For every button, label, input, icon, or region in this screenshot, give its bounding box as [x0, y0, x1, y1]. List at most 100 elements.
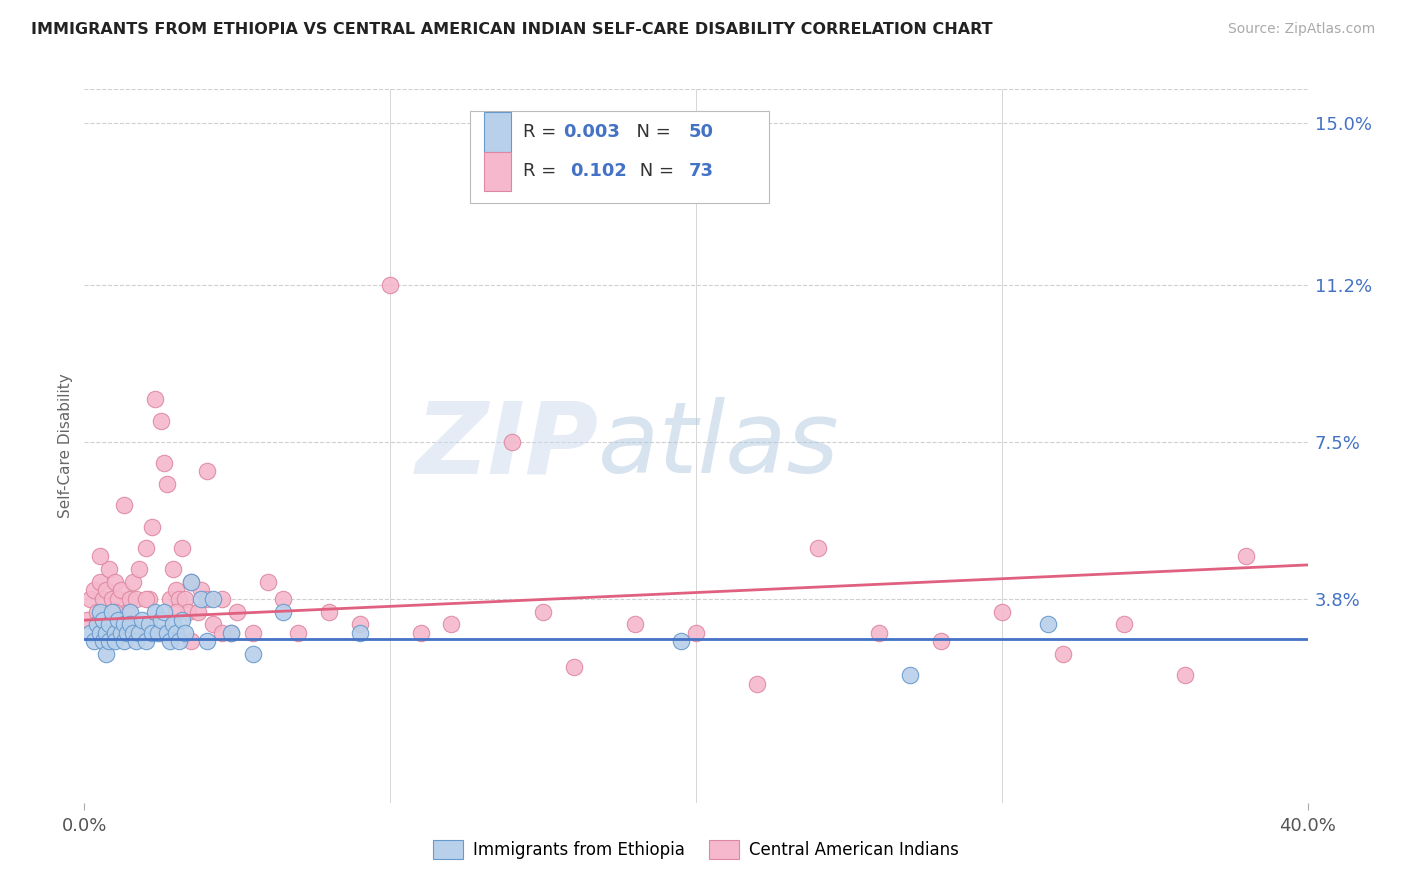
Point — [349, 617, 371, 632]
Point — [440, 617, 463, 632]
Point — [107, 613, 129, 627]
Point — [120, 617, 142, 632]
Point — [1052, 647, 1074, 661]
Point — [409, 626, 432, 640]
Point — [167, 634, 190, 648]
Point — [149, 626, 172, 640]
Point — [156, 626, 179, 640]
Point — [104, 574, 127, 589]
Point — [79, 591, 101, 606]
Point — [97, 617, 120, 632]
Point — [94, 583, 117, 598]
Point — [128, 626, 150, 640]
Text: N =: N = — [634, 162, 679, 180]
Point — [195, 634, 218, 648]
Point — [86, 617, 108, 632]
Text: R =: R = — [523, 162, 568, 180]
Point — [172, 541, 194, 555]
Point — [219, 626, 242, 640]
Point — [153, 456, 176, 470]
Point — [211, 591, 233, 606]
Point — [190, 591, 212, 606]
Point — [531, 605, 554, 619]
Point — [120, 605, 142, 619]
Point — [201, 617, 224, 632]
Point — [226, 605, 249, 619]
Point — [1174, 668, 1197, 682]
Point — [153, 605, 176, 619]
Y-axis label: Self-Care Disability: Self-Care Disability — [58, 374, 73, 518]
Text: ZIP: ZIP — [415, 398, 598, 494]
Point — [138, 617, 160, 632]
Point — [1036, 617, 1059, 632]
Point — [180, 574, 202, 589]
Point — [110, 583, 132, 598]
Point — [107, 591, 129, 606]
Point — [101, 591, 124, 606]
Point — [76, 613, 98, 627]
Point — [89, 626, 111, 640]
Point — [89, 549, 111, 564]
Point — [138, 591, 160, 606]
Point — [89, 605, 111, 619]
Text: 50: 50 — [689, 123, 714, 141]
Point — [562, 660, 585, 674]
Point — [159, 591, 181, 606]
Text: Source: ZipAtlas.com: Source: ZipAtlas.com — [1227, 22, 1375, 37]
Point — [287, 626, 309, 640]
Point — [165, 605, 187, 619]
Point — [172, 613, 194, 627]
Point — [219, 626, 242, 640]
Point — [91, 591, 114, 606]
Point — [190, 583, 212, 598]
Text: 0.102: 0.102 — [569, 162, 627, 180]
Point — [115, 605, 138, 619]
Point — [211, 626, 233, 640]
Point — [120, 591, 142, 606]
Point — [167, 591, 190, 606]
Point — [112, 617, 135, 632]
Bar — [484, 112, 512, 152]
Point — [120, 617, 142, 632]
Point — [174, 591, 197, 606]
Point — [86, 605, 108, 619]
Point — [149, 613, 172, 627]
Point — [929, 634, 952, 648]
Point — [115, 626, 138, 640]
Point — [91, 634, 114, 648]
Point — [125, 591, 148, 606]
Point — [177, 605, 200, 619]
Point — [180, 634, 202, 648]
Point — [104, 634, 127, 648]
Point — [201, 591, 224, 606]
Point — [83, 583, 105, 598]
Point — [135, 541, 157, 555]
Point — [991, 605, 1014, 619]
Text: N =: N = — [626, 123, 676, 141]
Point — [349, 626, 371, 640]
Point — [318, 605, 340, 619]
Point — [242, 647, 264, 661]
Text: R =: R = — [523, 123, 562, 141]
Point — [104, 605, 127, 619]
Point — [669, 634, 692, 648]
Point — [898, 668, 921, 682]
Text: 73: 73 — [689, 162, 714, 180]
Point — [122, 626, 145, 640]
Point — [159, 634, 181, 648]
Point — [91, 613, 114, 627]
Point — [195, 465, 218, 479]
Point — [141, 519, 163, 533]
Point — [747, 677, 769, 691]
Point — [174, 626, 197, 640]
Point — [135, 634, 157, 648]
Point — [685, 626, 707, 640]
Point — [380, 277, 402, 292]
Point — [162, 562, 184, 576]
Point — [1114, 617, 1136, 632]
Point — [257, 574, 280, 589]
Point — [186, 605, 208, 619]
Point — [180, 574, 202, 589]
Point — [165, 583, 187, 598]
Point — [83, 634, 105, 648]
